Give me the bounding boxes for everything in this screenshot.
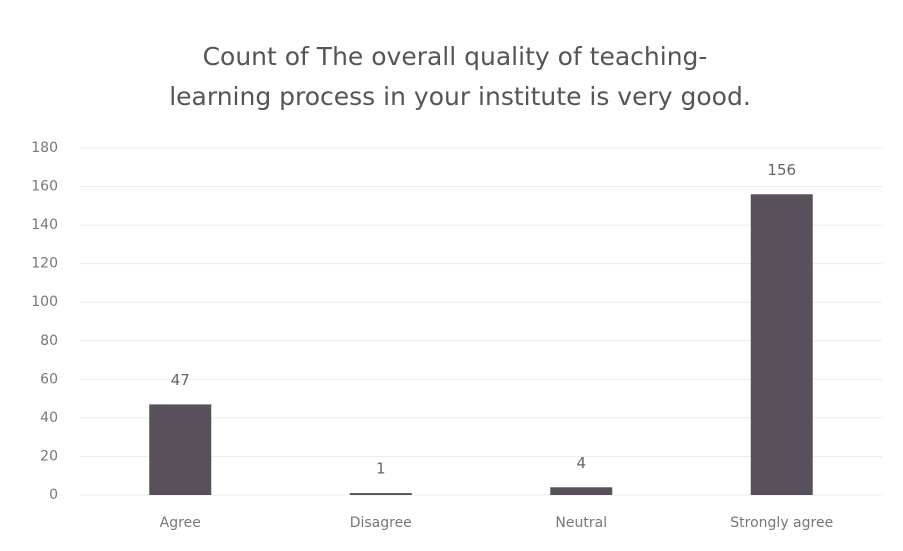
y-tick-label: 0 <box>49 487 58 503</box>
y-tick-label: 120 <box>31 256 58 272</box>
y-tick-label: 80 <box>40 333 58 349</box>
y-tick-label: 180 <box>31 140 58 156</box>
y-tick-label: 160 <box>31 179 58 195</box>
bar <box>349 493 412 495</box>
y-tick-label: 100 <box>31 294 58 310</box>
x-tick-label: Strongly agree <box>730 515 833 531</box>
data-label: 47 <box>171 371 190 389</box>
y-tick-label: 40 <box>40 410 58 426</box>
data-label: 4 <box>576 454 586 472</box>
x-tick-label: Neutral <box>555 515 607 531</box>
data-label: 1 <box>376 460 386 478</box>
bar <box>750 194 813 495</box>
bar <box>550 487 613 495</box>
x-tick-label: Disagree <box>350 515 412 531</box>
y-tick-label: 60 <box>40 371 58 387</box>
y-tick-label: 20 <box>40 448 58 464</box>
y-tick-label: 140 <box>31 217 58 233</box>
chart-title: Count of The overall quality of teaching… <box>203 42 708 71</box>
x-tick-label: Agree <box>160 515 201 531</box>
bar <box>149 404 212 495</box>
chart-title: learning process in your institute is ve… <box>169 82 751 111</box>
data-label: 156 <box>767 161 796 179</box>
